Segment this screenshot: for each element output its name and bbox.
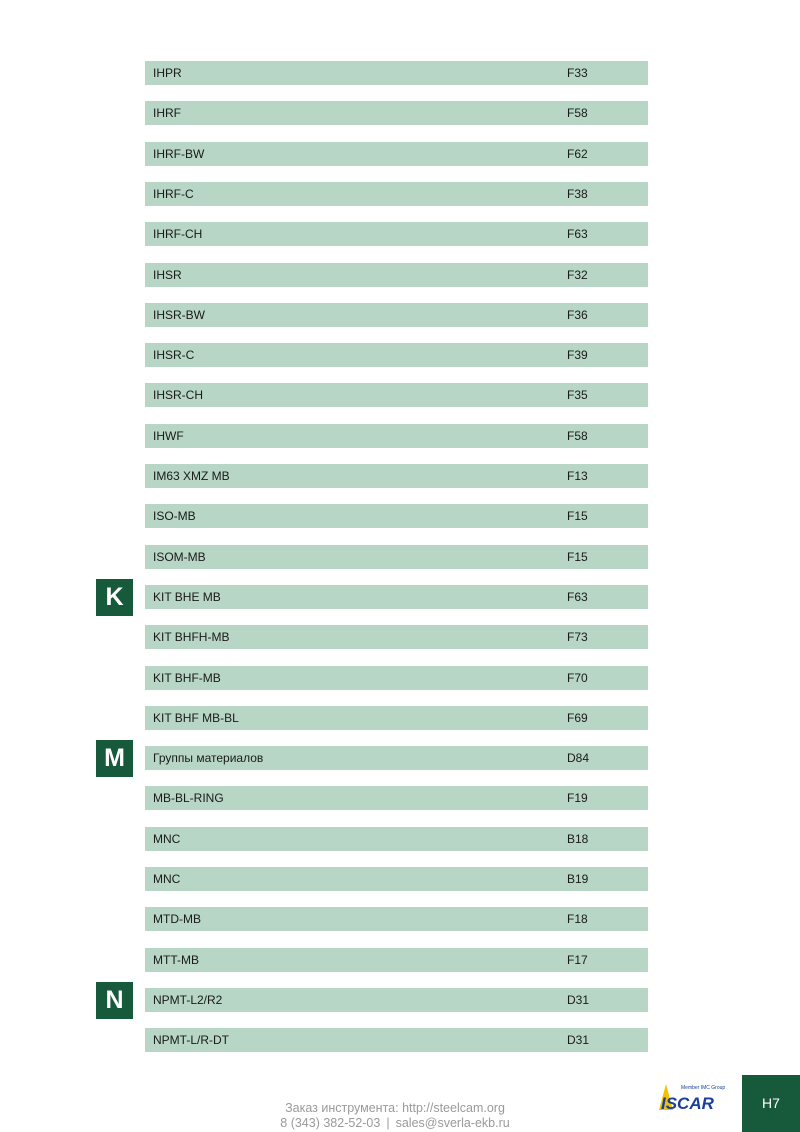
item-name: IHSR-CH — [153, 388, 203, 402]
section-letter: M — [96, 740, 133, 777]
index-row: IHSR-CH F35 — [145, 383, 648, 407]
index-row: MTT-MB F17 — [145, 948, 648, 972]
index-row: IHRF F58 — [145, 101, 648, 125]
index-row: ISO-MB F15 — [145, 504, 648, 528]
index-row: KIT BHF MB-BL F69 — [145, 706, 648, 730]
item-name: MNC — [153, 872, 181, 886]
iscar-logo: Member IMC Group ISCAR — [659, 1084, 725, 1113]
index-row: IHSR-C F39 — [145, 343, 648, 367]
index-row: MNC B19 — [145, 867, 648, 891]
page-reference: F17 — [567, 953, 588, 967]
page-reference: F35 — [567, 388, 588, 402]
page-reference: D31 — [567, 1033, 590, 1047]
page-reference: F58 — [567, 106, 588, 120]
item-name: IM63 XMZ MB — [153, 469, 230, 483]
item-name: MNC — [153, 832, 181, 846]
index-row: IM63 XMZ MB F13 — [145, 464, 648, 488]
index-row: KIT BHE MB F63 — [145, 585, 648, 609]
page-reference: F73 — [567, 630, 588, 644]
item-name: Группы материалов — [153, 751, 264, 765]
index-row: IHWF F58 — [145, 424, 648, 448]
page-reference: F33 — [567, 66, 588, 80]
page-reference: F63 — [567, 590, 588, 604]
order-line: Заказ инструмента: http://steelcam.org — [285, 1101, 505, 1115]
item-name: KIT BHFH-MB — [153, 630, 230, 644]
page-reference: F62 — [567, 147, 588, 161]
index-row: Группы материалов D84 — [145, 746, 648, 770]
item-name: IHRF-C — [153, 187, 194, 201]
page-reference: D84 — [567, 751, 590, 765]
index-row: KIT BHF-MB F70 — [145, 666, 648, 690]
index-row: KIT BHFH-MB F73 — [145, 625, 648, 649]
phone-number: 8 (343) 382-52-03 — [280, 1116, 381, 1130]
index-row: IHRF-C F38 — [145, 182, 648, 206]
item-name: IHSR-BW — [153, 308, 205, 322]
page-reference: F39 — [567, 348, 588, 362]
page-reference: F38 — [567, 187, 588, 201]
item-name: NPMT-L/R-DT — [153, 1033, 229, 1047]
item-name: KIT BHE MB — [153, 590, 221, 604]
index-row: IHSR F32 — [145, 263, 648, 287]
page-number-tab: H7 — [742, 1075, 800, 1132]
item-name: IHRF-BW — [153, 147, 205, 161]
page-reference: F13 — [567, 469, 588, 483]
page-reference: D31 — [567, 993, 590, 1007]
page-reference: F36 — [567, 308, 588, 322]
item-name: MTT-MB — [153, 953, 199, 967]
index-row: IHPR F33 — [145, 61, 648, 85]
logo-tagline: Member IMC Group — [681, 1085, 725, 1091]
page-reference: B19 — [567, 872, 589, 886]
section-letter: K — [96, 579, 133, 616]
page-reference: F15 — [567, 509, 588, 523]
page-reference: B18 — [567, 832, 589, 846]
item-name: MB-BL-RING — [153, 791, 224, 805]
item-name: ISO-MB — [153, 509, 196, 523]
page-reference: F58 — [567, 429, 588, 443]
email-address: sales@sverla-ekb.ru — [395, 1116, 510, 1130]
page-reference: F18 — [567, 912, 588, 926]
page-reference: F15 — [567, 550, 588, 564]
index-row: ISOM-MB F15 — [145, 545, 648, 569]
index-row: NPMT-L2/R2 D31 — [145, 988, 648, 1012]
item-name: IHRF — [153, 106, 181, 120]
item-name: ISOM-MB — [153, 550, 206, 564]
item-name: KIT BHF-MB — [153, 671, 221, 685]
item-name: IHPR — [153, 66, 182, 80]
footer: Заказ инструмента: http://steelcam.org 8… — [250, 1101, 540, 1131]
index-row: IHRF-CH F63 — [145, 222, 648, 246]
index-list: IHPR F33 IHRF F58 IHRF-BW F62 IHRF-C F38 IHRF-CH… — [96, 61, 648, 1052]
item-name: MTD-MB — [153, 912, 201, 926]
section-letter: N — [96, 982, 133, 1019]
item-name: IHSR-C — [153, 348, 195, 362]
index-row: MTD-MB F18 — [145, 907, 648, 931]
index-row: MB-BL-RING F19 — [145, 786, 648, 810]
page-reference: F63 — [567, 227, 588, 241]
page-reference: F32 — [567, 268, 588, 282]
page-number: H7 — [762, 1095, 780, 1111]
item-name: NPMT-L2/R2 — [153, 993, 223, 1007]
contact-line: 8 (343) 382-52-03 | sales@sverla-ekb.ru — [250, 1116, 540, 1131]
item-name: IHRF-CH — [153, 227, 203, 241]
page-reference: F70 — [567, 671, 588, 685]
separator: | — [386, 1116, 390, 1130]
item-name: IHSR — [153, 268, 182, 282]
logo-flame-shape — [659, 1084, 673, 1110]
index-row: IHRF-BW F62 — [145, 142, 648, 166]
index-row: NPMT-L/R-DT D31 — [145, 1028, 648, 1052]
item-name: KIT BHF MB-BL — [153, 711, 239, 725]
index-row: IHSR-BW F36 — [145, 303, 648, 327]
item-name: IHWF — [153, 429, 184, 443]
index-row: MNC B18 — [145, 827, 648, 851]
page-reference: F19 — [567, 791, 588, 805]
page-reference: F69 — [567, 711, 588, 725]
logo-wordmark: ISCAR — [661, 1094, 715, 1113]
